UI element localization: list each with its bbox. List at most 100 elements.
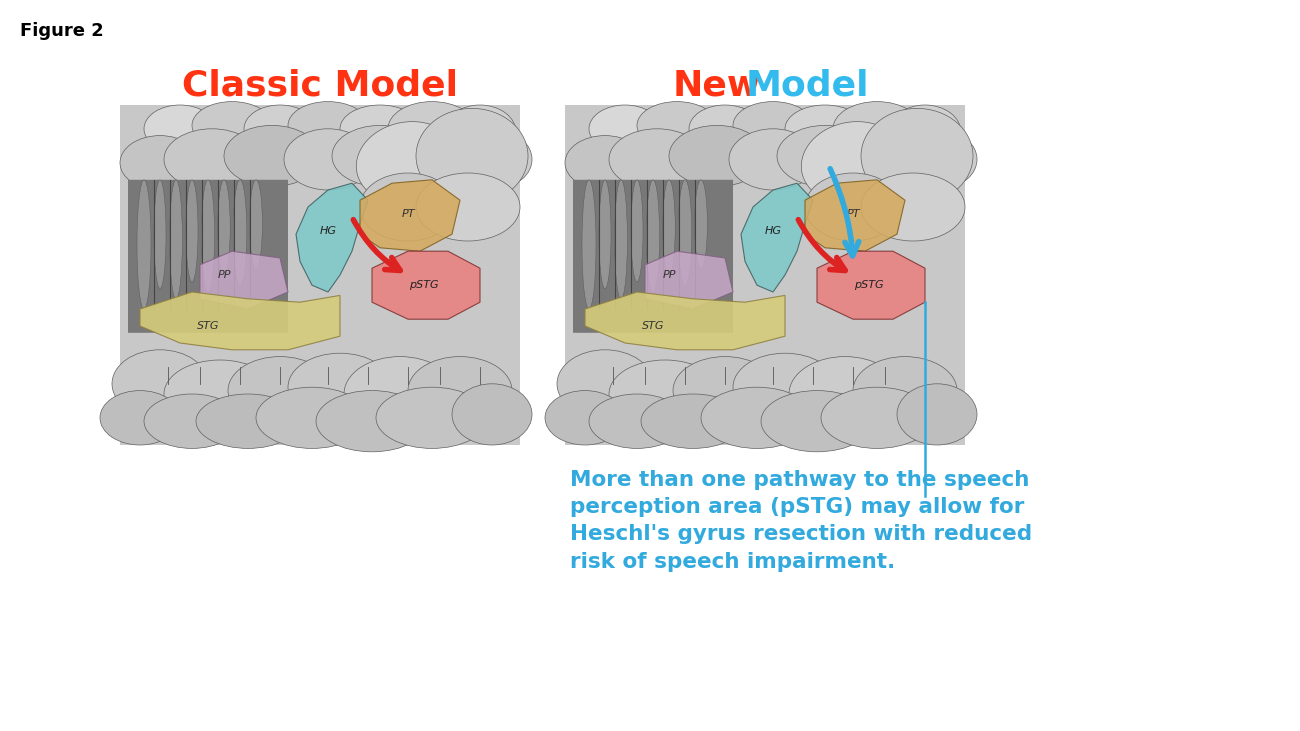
Ellipse shape — [387, 102, 476, 156]
Ellipse shape — [853, 357, 957, 425]
Ellipse shape — [250, 180, 263, 268]
Text: pSTG: pSTG — [410, 280, 439, 290]
Ellipse shape — [445, 105, 516, 159]
Text: Classic Model: Classic Model — [182, 68, 458, 102]
Text: HG: HG — [320, 226, 337, 236]
Polygon shape — [741, 183, 812, 292]
Ellipse shape — [889, 105, 961, 159]
Ellipse shape — [689, 105, 760, 153]
Ellipse shape — [733, 353, 837, 421]
Ellipse shape — [120, 135, 200, 190]
Ellipse shape — [289, 102, 368, 149]
Ellipse shape — [227, 357, 332, 425]
Ellipse shape — [186, 180, 198, 281]
Ellipse shape — [701, 387, 812, 448]
Ellipse shape — [192, 102, 272, 149]
Ellipse shape — [670, 126, 764, 186]
Ellipse shape — [202, 180, 214, 292]
Ellipse shape — [316, 390, 428, 452]
Ellipse shape — [861, 173, 965, 241]
FancyBboxPatch shape — [120, 105, 520, 445]
Polygon shape — [200, 251, 289, 309]
Polygon shape — [372, 251, 480, 319]
Ellipse shape — [341, 105, 420, 153]
Polygon shape — [805, 180, 905, 251]
Ellipse shape — [233, 180, 247, 285]
Polygon shape — [816, 251, 926, 319]
Ellipse shape — [833, 126, 937, 186]
Text: PP: PP — [217, 270, 231, 280]
Ellipse shape — [801, 121, 905, 204]
Ellipse shape — [100, 390, 179, 445]
Ellipse shape — [556, 350, 653, 418]
Ellipse shape — [376, 387, 488, 448]
Ellipse shape — [360, 173, 456, 241]
Ellipse shape — [164, 360, 276, 428]
Ellipse shape — [785, 105, 864, 153]
Ellipse shape — [615, 180, 628, 299]
Ellipse shape — [694, 180, 707, 268]
Ellipse shape — [733, 102, 812, 149]
FancyBboxPatch shape — [127, 180, 289, 333]
Text: STG: STG — [196, 321, 220, 331]
Text: New: New — [673, 68, 760, 102]
Ellipse shape — [630, 180, 644, 281]
Text: PP: PP — [662, 270, 676, 280]
Ellipse shape — [196, 394, 300, 448]
Ellipse shape — [861, 108, 972, 204]
Text: Model: Model — [745, 68, 868, 102]
Text: Figure 2: Figure 2 — [20, 22, 104, 40]
Ellipse shape — [452, 384, 532, 445]
Text: STG: STG — [642, 321, 664, 331]
Ellipse shape — [332, 126, 428, 186]
Polygon shape — [140, 292, 341, 350]
Ellipse shape — [416, 108, 528, 204]
Ellipse shape — [387, 126, 491, 186]
Ellipse shape — [646, 180, 659, 292]
Polygon shape — [585, 292, 785, 350]
Ellipse shape — [897, 384, 978, 445]
Ellipse shape — [545, 390, 625, 445]
Ellipse shape — [169, 180, 182, 299]
Ellipse shape — [679, 180, 692, 285]
Ellipse shape — [822, 387, 933, 448]
Ellipse shape — [599, 180, 611, 289]
Ellipse shape — [218, 180, 230, 275]
Ellipse shape — [641, 394, 745, 448]
Ellipse shape — [833, 102, 920, 156]
Text: PT: PT — [402, 209, 415, 219]
Ellipse shape — [256, 387, 368, 448]
Ellipse shape — [789, 357, 901, 431]
Ellipse shape — [663, 180, 675, 275]
Ellipse shape — [566, 135, 645, 190]
Ellipse shape — [144, 394, 240, 448]
Ellipse shape — [777, 126, 874, 186]
Ellipse shape — [805, 173, 901, 241]
Ellipse shape — [344, 357, 456, 431]
Ellipse shape — [408, 357, 512, 425]
Polygon shape — [296, 183, 368, 292]
Ellipse shape — [589, 105, 660, 153]
Ellipse shape — [289, 353, 393, 421]
Ellipse shape — [760, 390, 874, 452]
Ellipse shape — [164, 129, 260, 190]
Ellipse shape — [144, 105, 216, 153]
Ellipse shape — [153, 180, 166, 289]
Ellipse shape — [356, 121, 460, 204]
Polygon shape — [645, 251, 733, 309]
Ellipse shape — [416, 173, 520, 241]
Ellipse shape — [468, 132, 532, 186]
Ellipse shape — [637, 102, 718, 149]
Ellipse shape — [112, 350, 208, 418]
FancyBboxPatch shape — [573, 180, 733, 333]
Text: pSTG: pSTG — [854, 280, 884, 290]
Ellipse shape — [913, 132, 978, 186]
Ellipse shape — [283, 129, 372, 190]
Text: PT: PT — [846, 209, 859, 219]
Ellipse shape — [608, 360, 722, 428]
Ellipse shape — [136, 180, 151, 309]
Ellipse shape — [582, 180, 595, 309]
Polygon shape — [360, 180, 460, 251]
Ellipse shape — [729, 129, 816, 190]
Ellipse shape — [244, 105, 316, 153]
